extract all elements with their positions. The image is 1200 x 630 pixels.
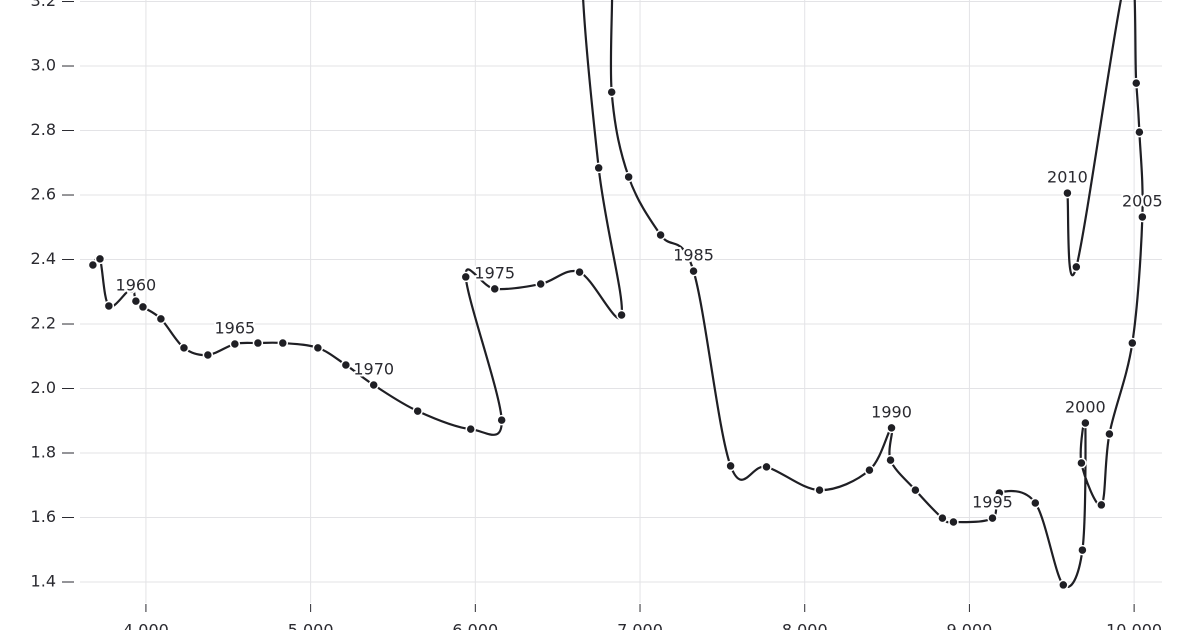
point — [252, 337, 264, 349]
point — [1131, 77, 1142, 89]
point — [655, 229, 666, 241]
x-tick-label: 6,000 — [452, 621, 498, 630]
point-label: 2010 — [1047, 168, 1088, 187]
point-label: 1975 — [474, 263, 515, 282]
point — [1137, 211, 1148, 223]
y-tick-label: 1.4 — [31, 572, 56, 591]
point — [1080, 417, 1091, 429]
point — [1127, 337, 1138, 349]
point — [994, 487, 1005, 499]
point — [1104, 428, 1115, 440]
point — [1030, 497, 1041, 509]
point — [312, 342, 324, 354]
point — [125, 283, 137, 295]
point — [178, 342, 190, 354]
point — [574, 266, 585, 278]
x-tick-label: 5,000 — [288, 621, 334, 630]
point — [814, 484, 825, 496]
point — [137, 301, 149, 313]
point — [886, 422, 897, 434]
point — [606, 86, 617, 98]
x-tick-label: 4,000 — [123, 621, 169, 630]
marks: 1960 1965 1970 1975 1985 1990 1995 2000 2005 2010 — [87, 0, 1165, 591]
point — [623, 171, 634, 183]
point — [489, 283, 501, 295]
point — [465, 423, 476, 435]
point — [130, 295, 142, 307]
y-tick-label: 2.2 — [31, 314, 56, 333]
point — [460, 271, 472, 283]
y-tick-label: 1.8 — [31, 443, 56, 462]
point — [1058, 579, 1069, 591]
point — [761, 461, 772, 473]
point — [688, 265, 699, 277]
y-tick-label: 2.6 — [31, 185, 56, 204]
point — [910, 484, 921, 496]
point-label: 1985 — [673, 246, 714, 265]
point — [937, 512, 948, 524]
point — [94, 253, 106, 265]
point-label: 1995 — [972, 493, 1013, 512]
point-label: 1990 — [871, 402, 912, 421]
point — [725, 460, 736, 472]
point — [535, 278, 546, 290]
y-tick-label: 2.0 — [31, 378, 56, 397]
point — [1062, 187, 1073, 199]
y-tick-label: 2.4 — [31, 249, 56, 268]
point — [1077, 544, 1088, 556]
point-label: 1970 — [353, 359, 394, 378]
point — [1134, 126, 1145, 138]
point — [496, 414, 507, 426]
point — [412, 405, 423, 417]
y-tick-label: 3.0 — [31, 56, 56, 75]
point — [593, 162, 604, 174]
y-tick-label: 3.2 — [31, 0, 56, 10]
point — [277, 337, 289, 349]
y-tick-label: 1.6 — [31, 507, 56, 526]
point — [616, 309, 627, 321]
point — [987, 512, 998, 524]
point-label: 1960 — [116, 276, 157, 295]
point — [229, 338, 241, 350]
point-label: 2005 — [1122, 191, 1163, 210]
x-tick-label: 7,000 — [617, 621, 663, 630]
point — [368, 379, 379, 391]
point — [340, 359, 352, 371]
point-label: 2000 — [1065, 398, 1106, 417]
x-tick-label: 10,000 — [1106, 621, 1162, 630]
x-tick-label: 9,000 — [947, 621, 993, 630]
grid: 1.4 1.6 1.8 2.0 2.2 2.4 2.6 2.8 3.0 3.2 4,000 5,000… — [31, 0, 1162, 630]
point — [202, 349, 214, 361]
point — [885, 454, 896, 466]
point — [948, 516, 959, 528]
x-tick-label: 8,000 — [782, 621, 828, 630]
point — [155, 313, 167, 325]
point — [1096, 499, 1107, 511]
point — [87, 259, 99, 271]
point — [864, 464, 875, 476]
y-tick-label: 2.8 — [31, 120, 56, 139]
point — [1071, 261, 1082, 273]
point — [103, 300, 115, 312]
point-label: 1965 — [215, 319, 256, 338]
point — [1076, 457, 1087, 469]
